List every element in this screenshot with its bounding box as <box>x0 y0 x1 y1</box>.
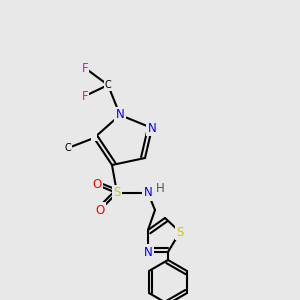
Text: F: F <box>82 89 88 103</box>
Text: N: N <box>144 187 152 200</box>
Text: N: N <box>144 245 152 259</box>
Text: S: S <box>113 187 121 200</box>
Text: O: O <box>92 178 102 191</box>
Text: S: S <box>176 226 184 238</box>
Text: F: F <box>82 61 88 74</box>
Text: O: O <box>95 203 105 217</box>
Text: C: C <box>105 80 111 90</box>
Text: N: N <box>116 109 124 122</box>
Text: C: C <box>64 143 71 153</box>
Text: N: N <box>148 122 156 134</box>
Text: H: H <box>156 182 164 196</box>
